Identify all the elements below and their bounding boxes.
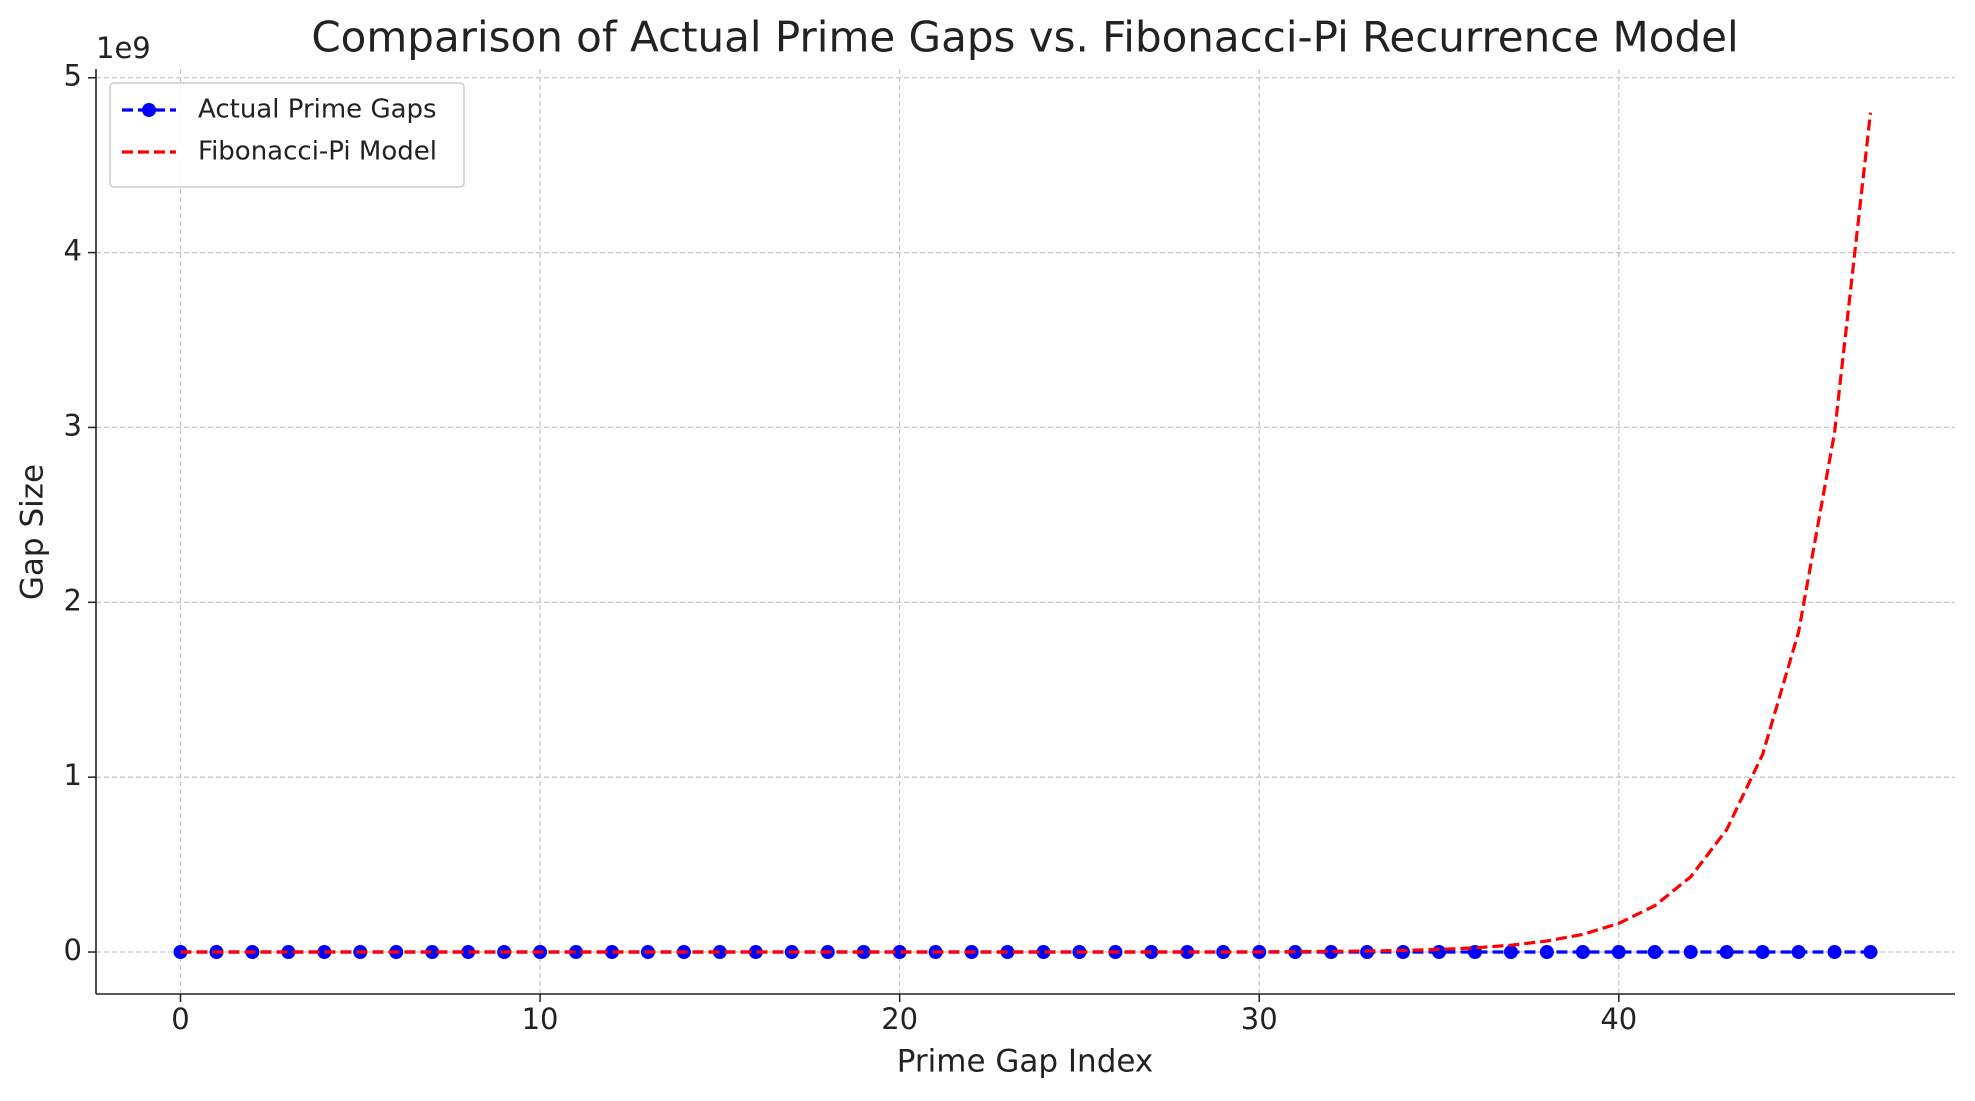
legend-box — [109, 82, 465, 188]
data-point — [317, 945, 332, 960]
x-axis-label: Prime Gap Index — [897, 1044, 1154, 1080]
y-tick-label: 4 — [64, 234, 82, 268]
y-offset-label: 1e9 — [96, 31, 151, 65]
y-tick-label: 1 — [64, 758, 82, 792]
legend: Actual Prime Gaps Fibonacci-Pi Model — [109, 82, 465, 188]
data-point — [1755, 945, 1770, 960]
data-point — [1647, 945, 1662, 960]
data-point — [1575, 945, 1590, 960]
data-point — [856, 945, 871, 960]
data-point — [569, 945, 584, 960]
x-tick-label: 10 — [522, 1002, 559, 1036]
data-point — [1683, 945, 1698, 960]
chart-title: Comparison of Actual Prime Gaps vs. Fibo… — [311, 13, 1738, 62]
legend-marker — [142, 103, 156, 117]
y-tick-label: 0 — [64, 933, 82, 967]
data-point — [1827, 945, 1842, 960]
data-point — [1719, 945, 1734, 960]
x-tick-label: 20 — [881, 1002, 918, 1036]
data-point — [748, 945, 763, 960]
data-point — [281, 945, 296, 960]
data-point — [1180, 945, 1195, 960]
data-point — [712, 945, 727, 960]
data-point — [1036, 945, 1051, 960]
data-point — [604, 945, 619, 960]
y-tick-label: 3 — [64, 408, 82, 442]
y-tick-label: 2 — [64, 583, 82, 617]
y-tick-label: 5 — [64, 59, 82, 93]
data-point — [1539, 945, 1554, 960]
x-tick-label: 0 — [171, 1002, 189, 1036]
x-tick-label: 40 — [1600, 1002, 1637, 1036]
data-point — [1000, 945, 1015, 960]
data-point — [1611, 945, 1626, 960]
data-point — [1432, 945, 1447, 960]
data-point — [892, 945, 907, 960]
series-line — [180, 112, 1873, 954]
legend-label: Fibonacci-Pi Model — [198, 137, 437, 167]
data-point — [1863, 945, 1878, 960]
x-tick-label: 30 — [1241, 1002, 1278, 1036]
y-axis-label: Gap Size — [15, 464, 51, 600]
data-point — [425, 945, 440, 960]
data-point — [461, 945, 476, 960]
data-point — [1324, 945, 1339, 960]
data-point — [1503, 945, 1518, 960]
data-point — [1791, 945, 1806, 960]
legend-label: Actual Prime Gaps — [198, 95, 437, 125]
